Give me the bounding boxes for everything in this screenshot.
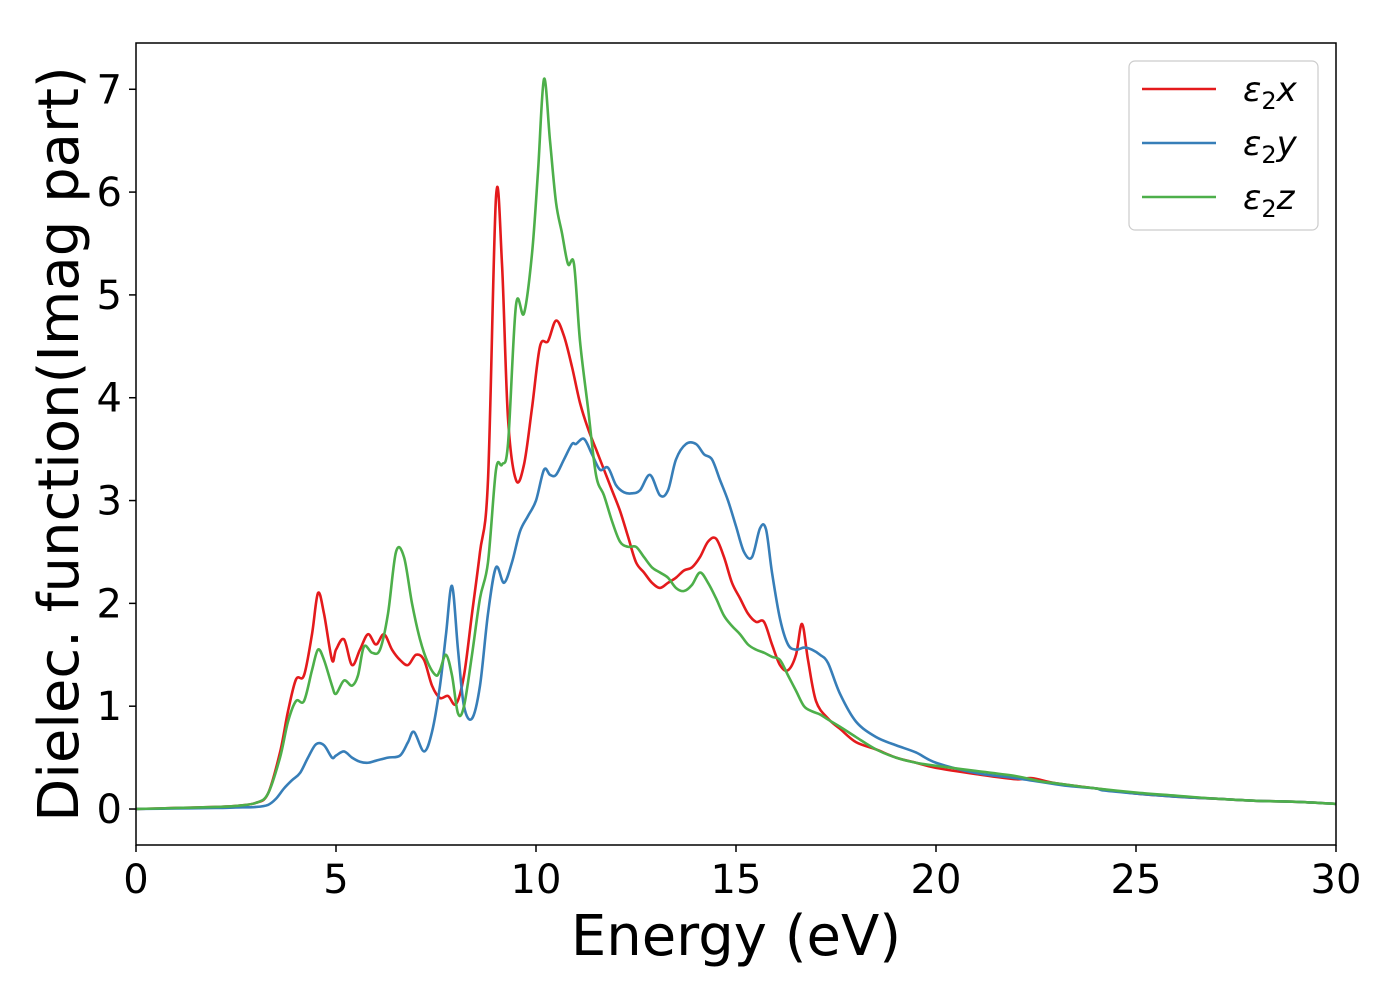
legend-label-3: ε2z: [1243, 178, 1296, 223]
legend: ε2x ε2y ε2z: [1128, 60, 1319, 231]
y-axis: 0 1 2 3 4 5 6 7: [97, 67, 136, 833]
x-tick-label: 15: [711, 857, 762, 903]
x-tick-label: 30: [1311, 857, 1362, 903]
y-tick-label: 6: [97, 170, 122, 216]
series-line-2: [136, 437, 1336, 811]
y-tick-label: 0: [97, 787, 122, 833]
series-line-3: [136, 77, 1336, 811]
x-axis: 0 5 10 15 20 25 30: [123, 845, 1361, 903]
y-tick-label: 4: [97, 376, 122, 422]
x-tick-label: 25: [1111, 857, 1162, 903]
y-tick-label: 1: [97, 684, 122, 730]
y-tick-label: 5: [97, 273, 122, 319]
legend-label-2: ε2y: [1243, 124, 1298, 169]
y-tick-label: 3: [97, 479, 122, 525]
x-axis-title: Energy (eV): [571, 904, 901, 969]
legend-box: [1128, 60, 1319, 231]
y-tick-label: 7: [97, 67, 122, 113]
y-tick-label: 2: [97, 581, 122, 627]
y-axis-title: Dielec. function(Imag part): [27, 66, 92, 822]
x-tick-label: 0: [123, 857, 148, 903]
series-line-1: [136, 185, 1336, 811]
legend-label-1: ε2x: [1243, 70, 1298, 115]
x-tick-label: 5: [323, 857, 348, 903]
series-layer: [136, 77, 1336, 811]
x-tick-label: 10: [511, 857, 562, 903]
x-tick-label: 20: [911, 857, 962, 903]
